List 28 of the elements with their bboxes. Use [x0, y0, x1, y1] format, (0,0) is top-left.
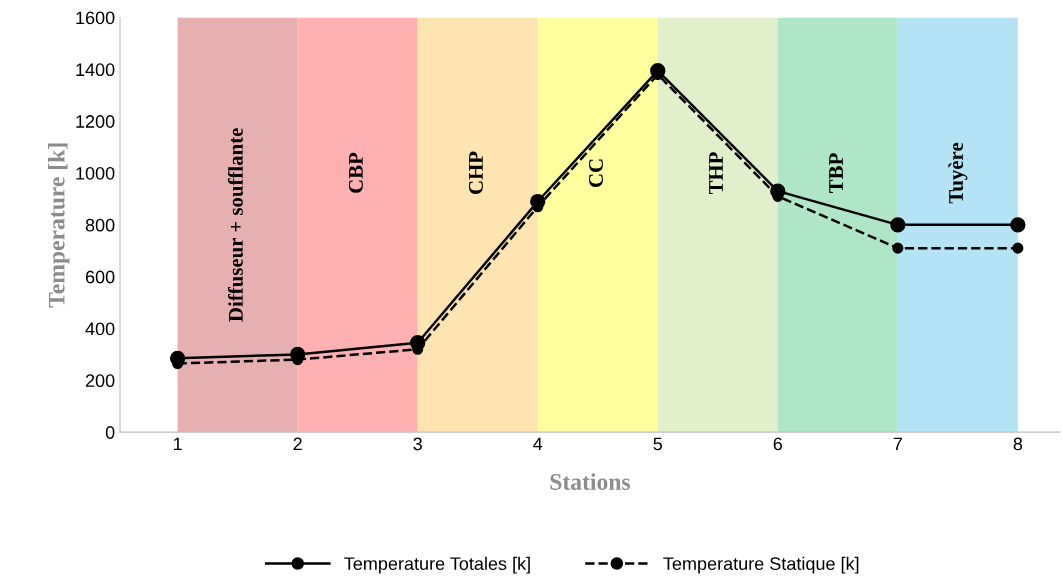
x-tick-label: 7 — [893, 437, 902, 451]
band-label: THP — [709, 152, 723, 195]
x-tick-label: 3 — [413, 437, 422, 451]
y-tick-label: 400 — [85, 322, 115, 336]
y-axis-title: Temperature [k] — [48, 143, 70, 308]
x-axis-title: Stations — [550, 473, 631, 490]
y-tick-label: 0 — [105, 426, 115, 439]
y-tick-label: 1400 — [76, 63, 115, 77]
band-label: Tuyère — [948, 142, 968, 204]
x-tick-label: 5 — [653, 437, 663, 451]
band-label: CC — [588, 159, 603, 188]
band-label: CBP — [348, 152, 363, 193]
legend-label: Temperature Statique [k] — [663, 556, 859, 574]
band-label: CHP — [468, 151, 483, 194]
band-label: Diffuseur + soufflante — [227, 128, 243, 322]
x-tick-label: 2 — [293, 437, 302, 451]
x-tick-label: 6 — [773, 437, 783, 451]
band-label: TBP — [829, 153, 843, 193]
x-tick-label: 1 — [173, 437, 182, 451]
y-tick-label: 1600 — [76, 11, 115, 25]
y-tick-label: 200 — [85, 374, 115, 388]
legend-label: Temperature Totales [k] — [344, 556, 530, 574]
x-tick-label: 8 — [1013, 437, 1023, 451]
y-tick-label: 800 — [85, 218, 115, 232]
x-tick-label: 4 — [533, 437, 543, 451]
y-tick-label: 600 — [85, 270, 115, 284]
y-tick-label: 1000 — [76, 166, 115, 180]
y-tick-label: 1200 — [76, 115, 115, 128]
